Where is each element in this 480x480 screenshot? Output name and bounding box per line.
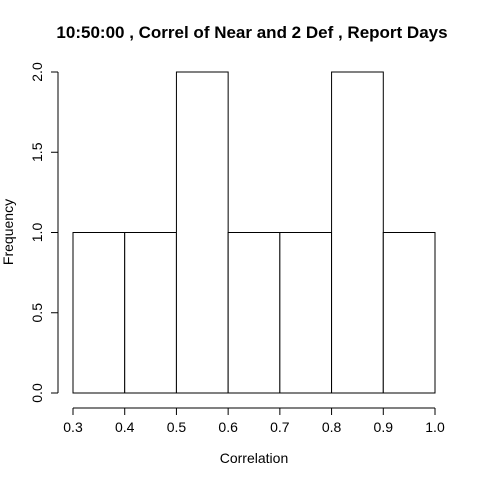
histogram-bar-6 (382, 232, 436, 394)
x-tick-label: 0.5 (167, 419, 187, 435)
histogram-bar-3 (227, 232, 281, 394)
x-tick-label: 0.4 (115, 419, 135, 435)
y-axis: 0.0 0.5 1.0 1.5 2.0 (29, 62, 59, 403)
y-tick-label: 0.5 (29, 303, 45, 323)
x-tick-label: 0.7 (270, 419, 290, 435)
histogram-bar-4 (279, 232, 333, 394)
histogram-bar-1 (124, 232, 177, 394)
y-tick-label: 1.0 (29, 223, 45, 243)
histogram-bar-0 (72, 232, 126, 394)
histogram-bar-2 (175, 71, 229, 394)
chart-title: 10:50:00 , Correl of Near and 2 Def , Re… (56, 23, 447, 42)
x-tick-label: 0.9 (374, 419, 394, 435)
x-tick-label: 0.8 (322, 419, 342, 435)
bars-layer (72, 71, 436, 394)
x-axis-label: Correlation (220, 450, 288, 466)
y-tick-label: 0.0 (29, 383, 45, 403)
x-tick-label: 0.3 (63, 419, 83, 435)
y-tick-label: 1.5 (29, 142, 45, 162)
y-tick-label: 2.0 (29, 62, 45, 82)
histogram-bar-5 (331, 71, 384, 394)
x-tick-label: 1.0 (425, 419, 445, 435)
y-axis-label: Frequency (0, 199, 16, 265)
x-tick-label: 0.6 (218, 419, 238, 435)
x-axis: 0.3 0.4 0.5 0.6 0.7 0.8 0.9 1.0 (63, 407, 445, 435)
